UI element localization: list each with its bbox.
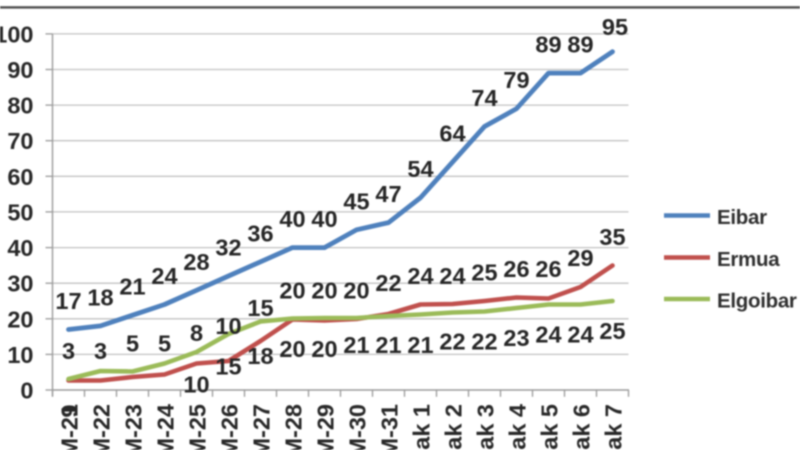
svg-text:30: 30 bbox=[7, 271, 33, 297]
svg-text:10: 10 bbox=[183, 371, 209, 397]
svg-text:18: 18 bbox=[247, 343, 273, 369]
svg-text:89: 89 bbox=[567, 32, 593, 58]
svg-text:24: 24 bbox=[567, 322, 593, 348]
svg-text:15: 15 bbox=[247, 295, 273, 321]
svg-text:45: 45 bbox=[343, 188, 369, 214]
svg-text:M-21: M-21 bbox=[57, 404, 83, 450]
svg-text:M-25: M-25 bbox=[185, 404, 211, 450]
svg-text:22: 22 bbox=[375, 270, 401, 296]
svg-text:36: 36 bbox=[247, 220, 273, 246]
svg-text:90: 90 bbox=[7, 57, 33, 83]
svg-text:17: 17 bbox=[55, 288, 81, 314]
svg-text:M-22: M-22 bbox=[89, 404, 115, 450]
svg-text:10: 10 bbox=[215, 313, 241, 339]
svg-text:15: 15 bbox=[215, 354, 241, 380]
svg-text:Ermua: Ermua bbox=[717, 248, 780, 271]
svg-text:22: 22 bbox=[471, 329, 497, 355]
svg-text:lak 2: lak 2 bbox=[441, 404, 467, 450]
svg-text:20: 20 bbox=[343, 277, 369, 303]
svg-text:21: 21 bbox=[343, 332, 369, 358]
svg-text:25: 25 bbox=[599, 318, 625, 344]
svg-text:50: 50 bbox=[7, 199, 33, 225]
svg-text:21: 21 bbox=[375, 332, 401, 358]
svg-text:26: 26 bbox=[535, 256, 561, 282]
svg-text:28: 28 bbox=[183, 249, 209, 275]
svg-text:M-28: M-28 bbox=[281, 404, 307, 450]
svg-text:24: 24 bbox=[151, 263, 177, 289]
svg-text:Elgoibar: Elgoibar bbox=[717, 290, 797, 313]
svg-text:95: 95 bbox=[602, 14, 628, 40]
svg-text:26: 26 bbox=[503, 256, 529, 282]
svg-text:40: 40 bbox=[279, 206, 305, 232]
svg-text:3: 3 bbox=[94, 338, 107, 364]
svg-text:18: 18 bbox=[87, 284, 113, 310]
svg-text:0: 0 bbox=[20, 378, 33, 404]
svg-text:lak 4: lak 4 bbox=[505, 404, 531, 450]
svg-text:Eibar: Eibar bbox=[717, 206, 767, 229]
svg-text:lak 6: lak 6 bbox=[569, 404, 595, 450]
svg-text:24: 24 bbox=[407, 263, 433, 289]
svg-text:M-29: M-29 bbox=[313, 404, 339, 450]
svg-text:8: 8 bbox=[190, 320, 203, 346]
svg-text:74: 74 bbox=[471, 85, 497, 111]
svg-text:32: 32 bbox=[215, 235, 241, 261]
svg-text:40: 40 bbox=[7, 235, 33, 261]
svg-text:21: 21 bbox=[407, 332, 433, 358]
svg-text:lak 7: lak 7 bbox=[601, 404, 627, 450]
svg-text:23: 23 bbox=[503, 325, 529, 351]
svg-text:35: 35 bbox=[599, 224, 625, 250]
svg-text:29: 29 bbox=[567, 245, 593, 271]
svg-text:5: 5 bbox=[158, 331, 171, 357]
svg-text:47: 47 bbox=[375, 181, 401, 207]
svg-text:22: 22 bbox=[439, 329, 465, 355]
svg-text:25: 25 bbox=[471, 260, 497, 286]
svg-text:40: 40 bbox=[311, 206, 337, 232]
svg-text:89: 89 bbox=[535, 32, 561, 58]
svg-text:20: 20 bbox=[311, 277, 337, 303]
svg-text:M-30: M-30 bbox=[345, 404, 371, 450]
svg-text:100: 100 bbox=[0, 21, 34, 47]
svg-text:20: 20 bbox=[279, 277, 305, 303]
svg-text:54: 54 bbox=[407, 156, 433, 182]
svg-text:lak 5: lak 5 bbox=[537, 404, 563, 450]
svg-text:20: 20 bbox=[7, 306, 33, 332]
svg-text:M-27: M-27 bbox=[249, 404, 275, 450]
svg-text:24: 24 bbox=[535, 322, 561, 348]
svg-text:lak 1: lak 1 bbox=[409, 404, 435, 450]
svg-text:5: 5 bbox=[126, 331, 139, 357]
svg-text:60: 60 bbox=[7, 164, 33, 190]
svg-text:79: 79 bbox=[503, 67, 529, 93]
svg-text:20: 20 bbox=[311, 336, 337, 362]
svg-text:3: 3 bbox=[62, 338, 75, 364]
svg-text:70: 70 bbox=[7, 128, 33, 154]
svg-text:M-31: M-31 bbox=[377, 404, 403, 450]
svg-text:lak 3: lak 3 bbox=[473, 404, 499, 450]
svg-text:10: 10 bbox=[7, 342, 33, 368]
svg-text:24: 24 bbox=[439, 263, 465, 289]
svg-text:80: 80 bbox=[7, 93, 33, 119]
svg-text:M-24: M-24 bbox=[153, 404, 179, 450]
svg-text:M-26: M-26 bbox=[217, 404, 243, 450]
svg-text:M-23: M-23 bbox=[121, 404, 147, 450]
svg-text:64: 64 bbox=[439, 121, 465, 147]
svg-text:20: 20 bbox=[279, 336, 305, 362]
svg-text:21: 21 bbox=[119, 274, 145, 300]
svg-text:9: 9 bbox=[57, 405, 83, 418]
